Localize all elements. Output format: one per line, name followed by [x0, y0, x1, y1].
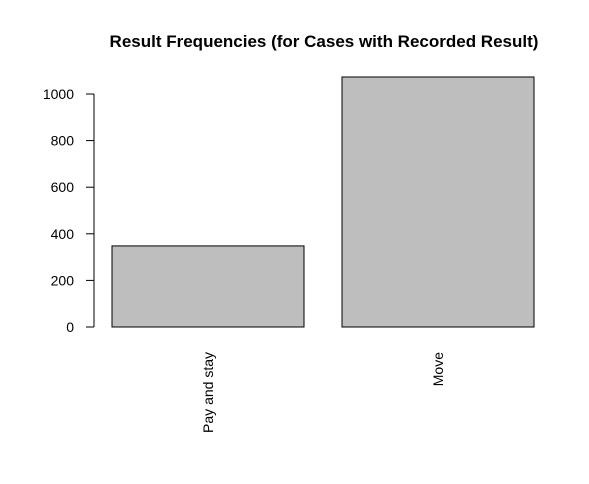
- bar-move: [341, 76, 535, 328]
- y-tick-label: 0: [66, 319, 74, 335]
- bar-pay-and-stay: [111, 245, 305, 328]
- chart-title: Result Frequencies (for Cases with Recor…: [110, 32, 539, 51]
- y-axis: 0 200 400 600 800 1000: [43, 86, 95, 335]
- y-tick-label: 400: [51, 226, 75, 242]
- y-tick-label: 800: [51, 133, 75, 149]
- y-tick-label: 1000: [43, 86, 74, 102]
- bars: [111, 76, 535, 328]
- x-tick-label: Move: [430, 352, 446, 386]
- x-axis-labels: Pay and stay Move: [200, 352, 446, 433]
- x-tick-label: Pay and stay: [200, 352, 216, 433]
- y-tick-label: 600: [51, 179, 75, 195]
- y-tick-label: 200: [51, 272, 75, 288]
